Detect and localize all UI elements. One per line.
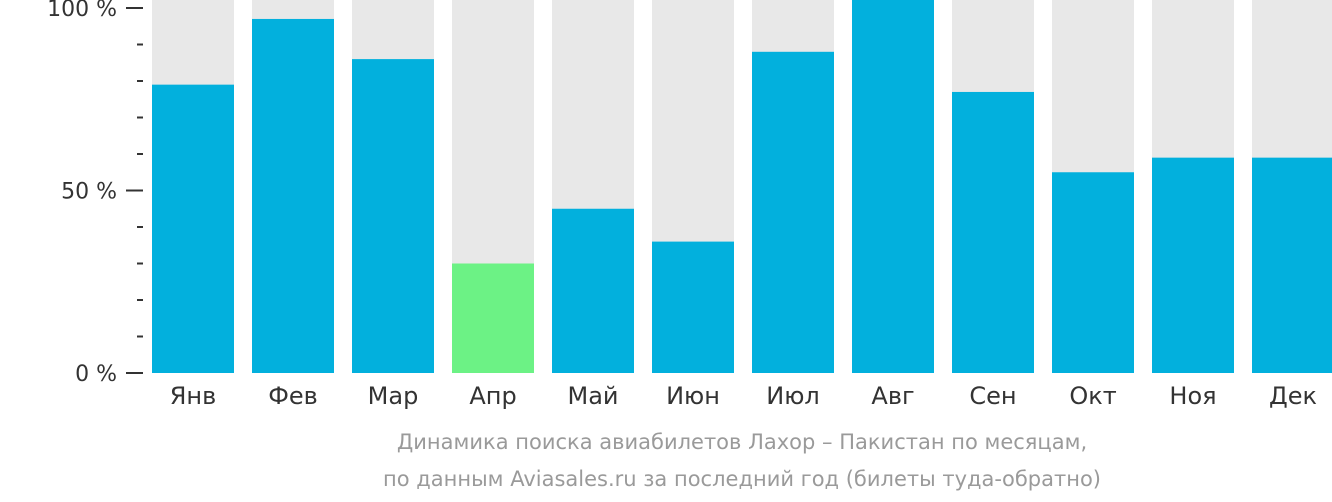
bar-8 <box>852 0 934 373</box>
bar-4 <box>452 263 534 373</box>
bar-9 <box>952 91 1034 373</box>
data-bars <box>152 0 1332 374</box>
x-tick-label: Сен <box>969 382 1016 410</box>
bar-12 <box>1252 157 1332 373</box>
x-tick-label: Ноя <box>1169 382 1216 410</box>
x-tick-label: Янв <box>170 382 217 410</box>
y-tick-label: 100 % <box>47 0 117 22</box>
x-tick-label: Авг <box>871 382 914 410</box>
x-tick-label: Фев <box>268 382 318 410</box>
chart-caption-line-1: Динамика поиска авиабилетов Лахор – Паки… <box>396 430 1088 454</box>
bar-1 <box>152 84 234 374</box>
chart-caption-line-2: по данным Aviasales.ru за последний год … <box>383 467 1101 491</box>
x-tick-label: Июн <box>666 382 720 410</box>
bar-7 <box>752 51 834 374</box>
x-axis-labels: Янв Фев Мар Апр Май Июн Июл Авг Сен Окт Ноя Дек <box>170 382 1317 410</box>
x-tick-label: Апр <box>469 382 516 410</box>
bar-6 <box>652 241 734 373</box>
x-tick-label: Май <box>567 382 618 410</box>
y-axis: 0 % 50 % 100 % <box>47 0 143 387</box>
x-tick-label: Мар <box>368 382 419 410</box>
x-tick-label: Окт <box>1069 382 1116 410</box>
bar-11 <box>1152 157 1234 373</box>
x-tick-label: Дек <box>1269 382 1317 410</box>
x-tick-label: Июл <box>766 382 820 410</box>
bar-10 <box>1052 172 1134 373</box>
bar-3 <box>352 59 434 373</box>
y-tick-label: 50 % <box>61 180 117 205</box>
bar-2 <box>252 18 334 373</box>
bar-5 <box>552 208 634 373</box>
y-tick-label: 0 % <box>75 362 117 387</box>
